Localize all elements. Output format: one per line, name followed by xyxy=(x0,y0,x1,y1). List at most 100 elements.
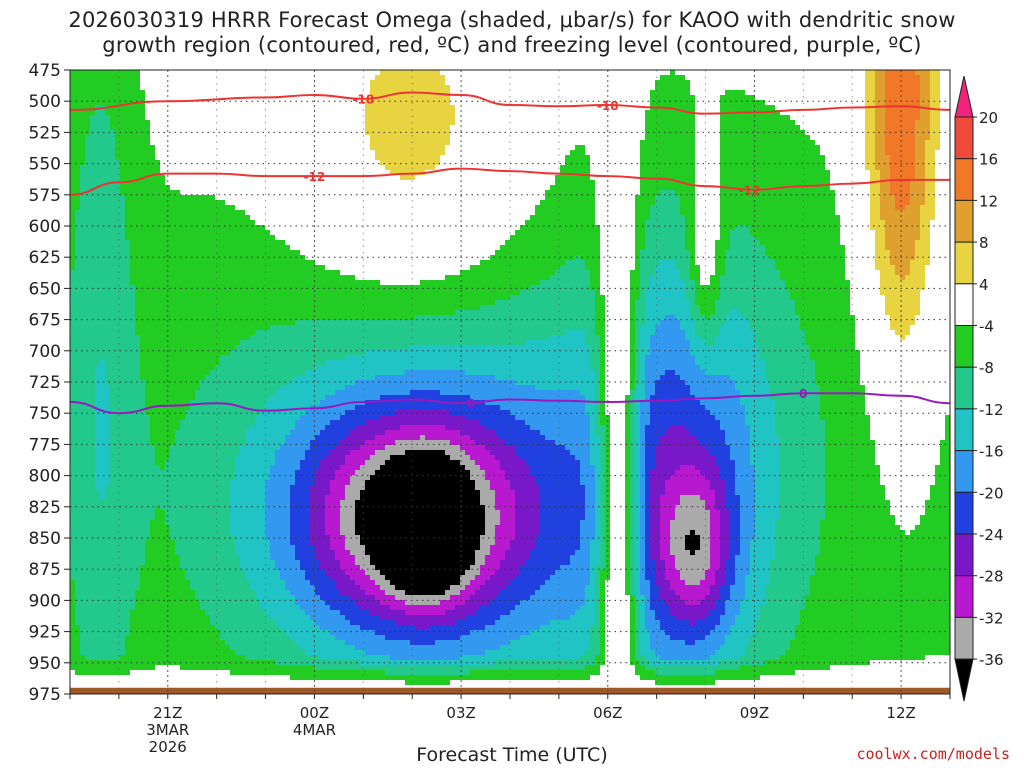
omega-cell xyxy=(205,350,210,355)
omega-cell xyxy=(90,435,95,440)
omega-cell xyxy=(250,610,255,615)
omega-cell xyxy=(255,375,260,380)
omega-cell xyxy=(225,580,230,585)
omega-cell xyxy=(185,280,190,285)
omega-cell xyxy=(170,425,175,430)
omega-cell xyxy=(245,370,250,375)
omega-cell xyxy=(260,510,265,515)
omega-cell xyxy=(210,520,215,525)
omega-cell xyxy=(135,440,140,445)
omega-cell xyxy=(90,605,95,610)
omega-cell xyxy=(120,215,125,220)
omega-cell xyxy=(150,545,155,550)
omega-cell xyxy=(125,590,130,595)
omega-cell xyxy=(225,285,230,290)
omega-cell xyxy=(210,435,215,440)
omega-cell xyxy=(145,500,150,505)
omega-cell xyxy=(160,305,165,310)
omega-cell xyxy=(145,550,150,555)
omega-cell xyxy=(140,335,145,340)
omega-cell xyxy=(245,640,250,645)
omega-cell xyxy=(85,370,90,375)
omega-cell xyxy=(235,395,240,400)
omega-cell xyxy=(235,435,240,440)
omega-cell xyxy=(155,445,160,450)
omega-cell xyxy=(195,415,200,420)
omega-cell xyxy=(125,315,130,320)
omega-cell xyxy=(130,505,135,510)
omega-cell xyxy=(270,295,275,300)
omega-cell xyxy=(265,515,270,520)
omega-cell xyxy=(140,565,145,570)
omega-cell xyxy=(270,615,275,620)
omega-cell xyxy=(105,120,110,125)
omega-cell xyxy=(85,630,90,635)
omega-cell xyxy=(140,650,145,655)
omega-cell xyxy=(230,450,235,455)
omega-cell xyxy=(190,435,195,440)
omega-cell xyxy=(155,330,160,335)
omega-cell xyxy=(245,280,250,285)
omega-cell xyxy=(110,90,115,95)
omega-cell xyxy=(260,520,265,525)
omega-cell xyxy=(110,305,115,310)
omega-cell xyxy=(175,620,180,625)
omega-cell xyxy=(180,420,185,425)
omega-cell xyxy=(210,530,215,535)
omega-cell xyxy=(290,305,295,310)
omega-cell xyxy=(165,620,170,625)
omega-cell xyxy=(255,440,260,445)
omega-cell xyxy=(155,280,160,285)
omega-cell xyxy=(95,420,100,425)
omega-cell xyxy=(260,355,265,360)
omega-cell xyxy=(240,340,245,345)
omega-cell xyxy=(120,315,125,320)
omega-cell xyxy=(240,325,245,330)
omega-cell xyxy=(265,370,270,375)
omega-cell xyxy=(130,195,135,200)
omega-cell xyxy=(310,465,315,470)
omega-cell xyxy=(225,470,230,475)
omega-cell xyxy=(105,130,110,135)
omega-cell xyxy=(160,620,165,625)
omega-cell xyxy=(275,620,280,625)
omega-cell xyxy=(300,365,305,370)
omega-cell xyxy=(140,360,145,365)
omega-cell xyxy=(205,220,210,225)
omega-cell xyxy=(90,595,95,600)
omega-cell xyxy=(155,165,160,170)
omega-cell xyxy=(85,335,90,340)
omega-cell xyxy=(220,610,225,615)
omega-cell xyxy=(195,440,200,445)
omega-cell xyxy=(120,490,125,495)
omega-cell xyxy=(150,355,155,360)
omega-cell xyxy=(285,530,290,535)
omega-cell xyxy=(180,585,185,590)
omega-cell xyxy=(155,205,160,210)
omega-cell xyxy=(120,225,125,230)
omega-cell xyxy=(85,360,90,365)
omega-cell xyxy=(180,260,185,265)
omega-cell xyxy=(235,300,240,305)
omega-cell xyxy=(115,345,120,350)
omega-cell xyxy=(130,490,135,495)
omega-cell xyxy=(230,420,235,425)
omega-cell xyxy=(275,385,280,390)
omega-cell xyxy=(295,410,300,415)
omega-cell xyxy=(255,355,260,360)
omega-cell xyxy=(90,425,95,430)
omega-cell xyxy=(235,340,240,345)
omega-cell xyxy=(115,475,120,480)
omega-cell xyxy=(265,530,270,535)
omega-cell xyxy=(90,165,95,170)
omega-cell xyxy=(100,565,105,570)
omega-cell xyxy=(105,295,110,300)
omega-cell xyxy=(175,400,180,405)
omega-cell xyxy=(260,295,265,300)
omega-cell xyxy=(135,375,140,380)
omega-cell xyxy=(90,460,95,465)
omega-cell xyxy=(160,615,165,620)
omega-cell xyxy=(305,340,310,345)
omega-cell xyxy=(190,605,195,610)
omega-cell xyxy=(115,185,120,190)
